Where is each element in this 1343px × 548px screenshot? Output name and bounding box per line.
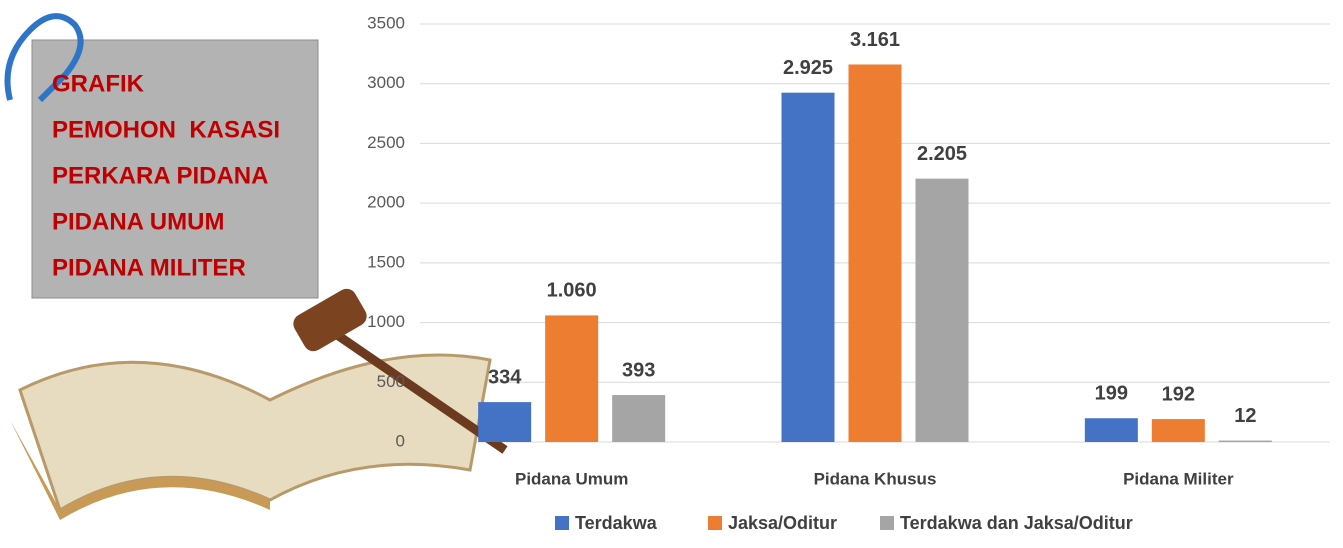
y-tick-label: 1500 — [367, 252, 405, 271]
legend-swatch — [880, 516, 894, 530]
bar — [916, 179, 969, 442]
chart-title: GRAFIK — [52, 70, 145, 97]
y-tick-label: 0 — [396, 431, 405, 450]
value-label: 12 — [1234, 405, 1256, 427]
value-label: 199 — [1095, 383, 1128, 405]
bar — [612, 395, 665, 442]
value-label: 3.161 — [850, 29, 900, 51]
bar — [1085, 418, 1138, 442]
bar — [545, 315, 598, 442]
legend-swatch — [555, 516, 569, 530]
value-label: 2.925 — [783, 57, 833, 79]
value-label: 192 — [1162, 383, 1195, 405]
book — [20, 355, 490, 510]
y-tick-label: 3000 — [367, 73, 405, 92]
chart-title: PIDANA UMUM — [52, 208, 224, 235]
value-label: 1.060 — [547, 280, 597, 302]
chart-title: PIDANA MILITER — [52, 254, 246, 281]
x-tick-label: Pidana Militer — [1123, 469, 1234, 488]
legend-label: Terdakwa dan Jaksa/Oditur — [900, 513, 1133, 533]
value-label: 334 — [488, 366, 522, 388]
bar — [478, 402, 531, 442]
value-label: 393 — [622, 359, 655, 381]
x-tick-label: Pidana Umum — [515, 469, 628, 488]
chart: 0 500 1000 1500 2000 2500 3000 3500 GRAFIK PEMOHO… — [0, 0, 1343, 548]
chart-title: PERKARA PIDANA — [52, 162, 268, 189]
bar — [1219, 441, 1272, 442]
y-tick-label: 3500 — [367, 13, 405, 32]
legend-label: Terdakwa — [575, 513, 658, 533]
x-tick-label: Pidana Khusus — [814, 469, 937, 488]
legend-swatch — [708, 516, 722, 530]
y-tick-label: 2500 — [367, 133, 405, 152]
legend-label: Jaksa/Oditur — [728, 513, 837, 533]
value-label: 2.205 — [917, 143, 967, 165]
bar — [1152, 419, 1205, 442]
chart-title: PEMOHON KASASI — [52, 116, 280, 143]
bar — [782, 93, 835, 442]
y-tick-label: 2000 — [367, 193, 405, 212]
bar — [849, 64, 902, 442]
y-tick-label: 500 — [377, 372, 405, 391]
y-tick-label: 1000 — [367, 312, 405, 331]
